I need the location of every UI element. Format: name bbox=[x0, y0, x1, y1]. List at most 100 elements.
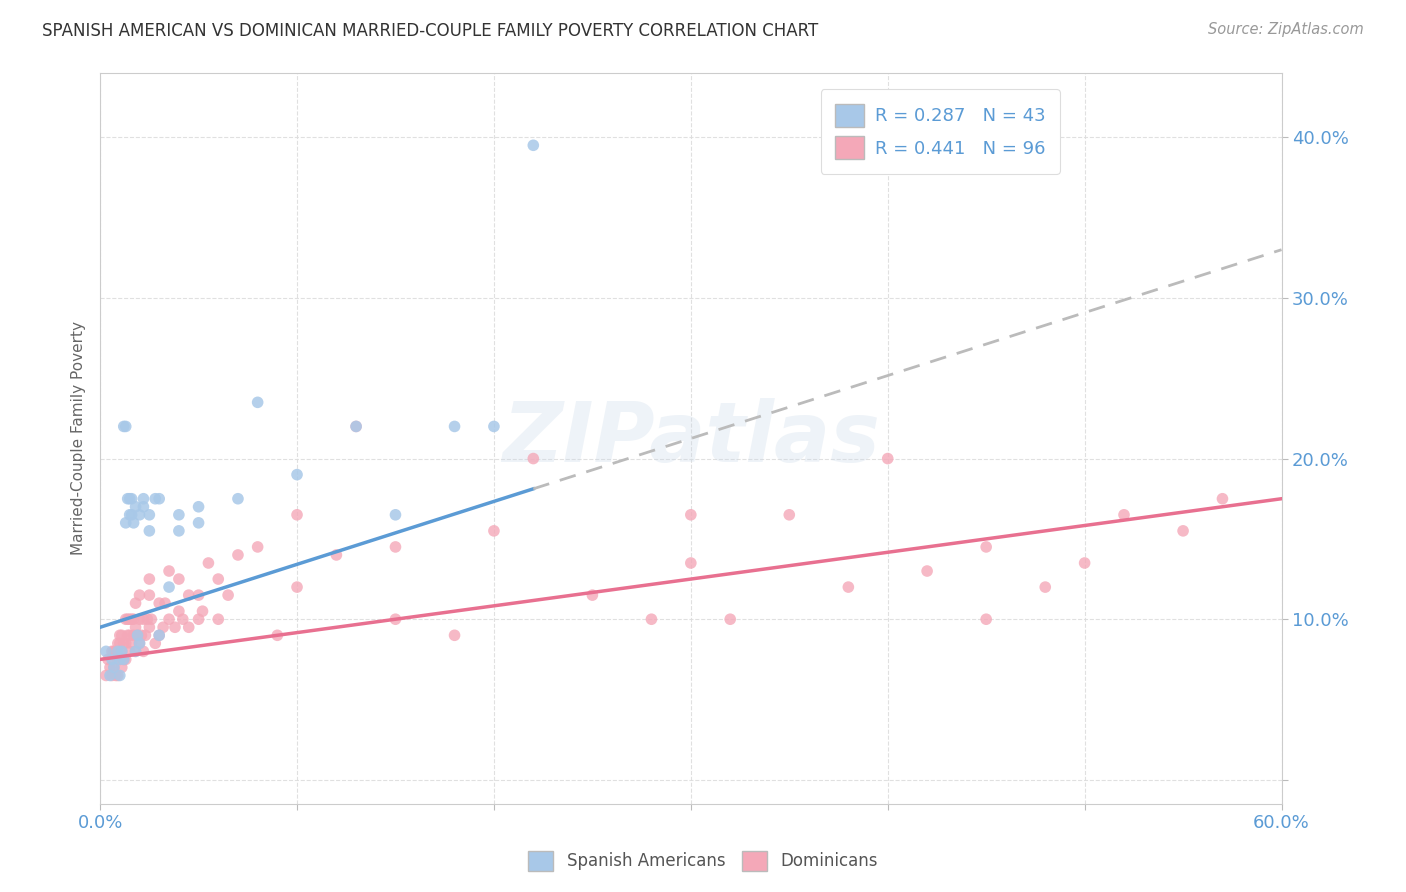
Point bbox=[101, 668, 124, 682]
Point bbox=[112, 652, 135, 666]
Point bbox=[111, 644, 134, 658]
Point bbox=[103, 660, 125, 674]
Point bbox=[114, 516, 136, 530]
Point bbox=[104, 644, 127, 658]
Point bbox=[1211, 491, 1233, 506]
Point bbox=[112, 419, 135, 434]
Point bbox=[122, 628, 145, 642]
Point bbox=[94, 644, 117, 658]
Point bbox=[128, 612, 150, 626]
Point bbox=[974, 612, 997, 626]
Point bbox=[148, 596, 170, 610]
Point bbox=[153, 596, 176, 610]
Point bbox=[107, 652, 129, 666]
Point bbox=[138, 588, 160, 602]
Point bbox=[207, 612, 229, 626]
Point bbox=[177, 588, 200, 602]
Point bbox=[112, 652, 135, 666]
Point bbox=[640, 612, 662, 626]
Point bbox=[114, 612, 136, 626]
Point bbox=[187, 516, 209, 530]
Point bbox=[107, 668, 129, 682]
Point bbox=[124, 596, 146, 610]
Point bbox=[246, 395, 269, 409]
Point bbox=[167, 508, 190, 522]
Point bbox=[121, 508, 143, 522]
Point bbox=[118, 644, 141, 658]
Point bbox=[121, 612, 143, 626]
Point bbox=[837, 580, 859, 594]
Point bbox=[157, 580, 180, 594]
Point bbox=[104, 668, 127, 682]
Point bbox=[132, 500, 155, 514]
Point bbox=[1112, 508, 1135, 522]
Point bbox=[482, 524, 505, 538]
Point bbox=[128, 588, 150, 602]
Point bbox=[128, 636, 150, 650]
Point bbox=[103, 644, 125, 658]
Point bbox=[132, 491, 155, 506]
Point bbox=[124, 500, 146, 514]
Point bbox=[118, 491, 141, 506]
Point bbox=[285, 508, 308, 522]
Point bbox=[101, 644, 124, 658]
Point bbox=[157, 564, 180, 578]
Point bbox=[718, 612, 741, 626]
Legend: R = 0.287   N = 43, R = 0.441   N = 96: R = 0.287 N = 43, R = 0.441 N = 96 bbox=[821, 89, 1060, 174]
Point bbox=[138, 508, 160, 522]
Point bbox=[132, 612, 155, 626]
Point bbox=[167, 524, 190, 538]
Point bbox=[443, 628, 465, 642]
Point bbox=[246, 540, 269, 554]
Point bbox=[98, 668, 121, 682]
Point bbox=[114, 636, 136, 650]
Point bbox=[163, 620, 186, 634]
Point bbox=[226, 548, 249, 562]
Point bbox=[187, 588, 209, 602]
Point bbox=[482, 419, 505, 434]
Point bbox=[94, 668, 117, 682]
Text: SPANISH AMERICAN VS DOMINICAN MARRIED-COUPLE FAMILY POVERTY CORRELATION CHART: SPANISH AMERICAN VS DOMINICAN MARRIED-CO… bbox=[42, 22, 818, 40]
Point bbox=[167, 572, 190, 586]
Text: Source: ZipAtlas.com: Source: ZipAtlas.com bbox=[1208, 22, 1364, 37]
Point bbox=[107, 644, 129, 658]
Point bbox=[134, 628, 156, 642]
Point bbox=[111, 644, 134, 658]
Point bbox=[117, 628, 139, 642]
Y-axis label: Married-Couple Family Poverty: Married-Couple Family Poverty bbox=[72, 321, 86, 556]
Point bbox=[98, 660, 121, 674]
Point bbox=[128, 508, 150, 522]
Point bbox=[876, 451, 898, 466]
Point bbox=[285, 467, 308, 482]
Point bbox=[108, 652, 131, 666]
Point bbox=[187, 612, 209, 626]
Point bbox=[167, 604, 190, 618]
Point bbox=[344, 419, 367, 434]
Point bbox=[384, 540, 406, 554]
Point bbox=[122, 516, 145, 530]
Point bbox=[1033, 580, 1056, 594]
Point bbox=[124, 620, 146, 634]
Point bbox=[344, 419, 367, 434]
Point bbox=[143, 636, 166, 650]
Point bbox=[112, 636, 135, 650]
Point bbox=[131, 628, 153, 642]
Point bbox=[122, 612, 145, 626]
Point bbox=[285, 580, 308, 594]
Point bbox=[117, 491, 139, 506]
Point bbox=[136, 612, 159, 626]
Point bbox=[127, 628, 149, 642]
Point bbox=[108, 652, 131, 666]
Point bbox=[138, 524, 160, 538]
Point bbox=[118, 628, 141, 642]
Point bbox=[124, 644, 146, 658]
Point bbox=[118, 612, 141, 626]
Point bbox=[148, 491, 170, 506]
Point bbox=[443, 419, 465, 434]
Text: ZIPatlas: ZIPatlas bbox=[502, 398, 880, 479]
Point bbox=[143, 491, 166, 506]
Point bbox=[141, 612, 163, 626]
Point bbox=[217, 588, 239, 602]
Point bbox=[121, 491, 143, 506]
Point bbox=[384, 612, 406, 626]
